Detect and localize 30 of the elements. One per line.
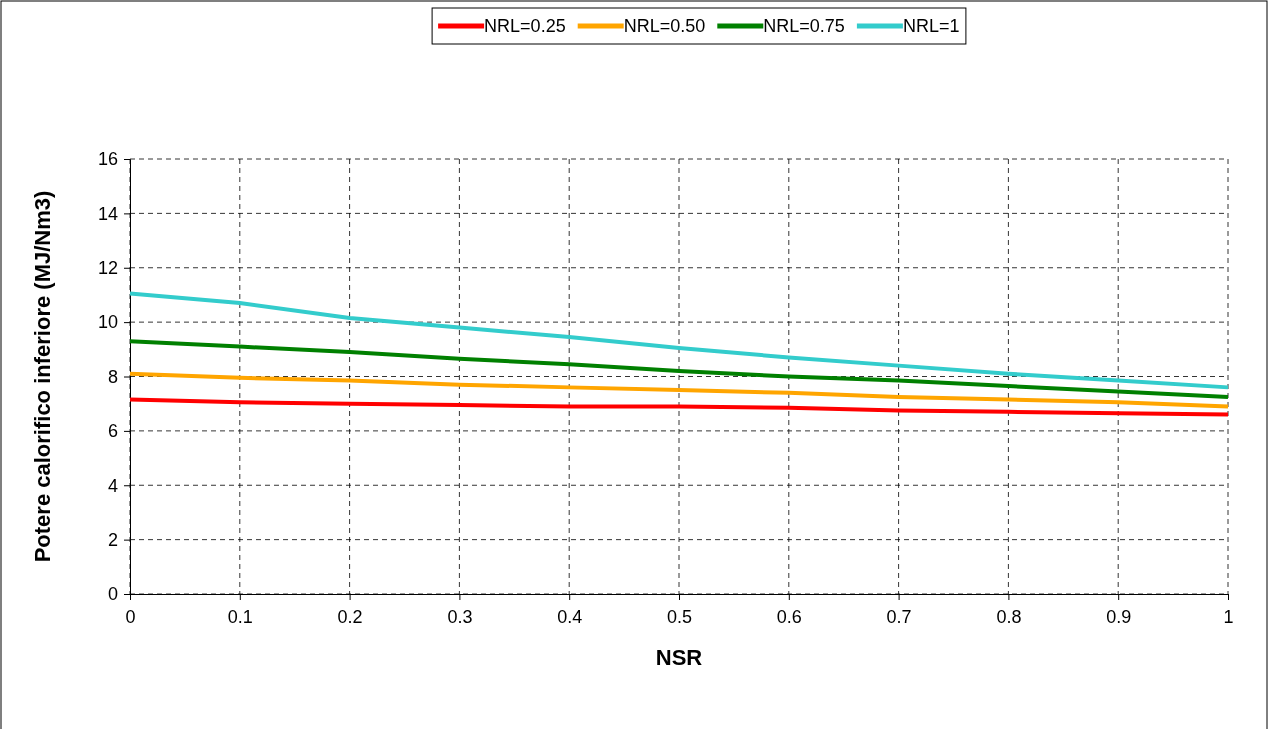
y-tick-label: 2 xyxy=(107,529,118,550)
line-series xyxy=(128,371,1230,409)
x-tick-label: 0.1 xyxy=(227,606,253,627)
legend-label: NRL=0.25 xyxy=(484,16,566,36)
y-axis-title: Potere calorifico inferiore (MJ/Nm3) xyxy=(30,190,55,563)
legend-label: NRL=1 xyxy=(902,16,960,36)
y-tick-label: 8 xyxy=(107,366,118,387)
line-series xyxy=(128,291,1230,390)
x-axis-title: NSR xyxy=(655,645,703,670)
x-tick-label: 0.6 xyxy=(776,606,802,627)
legend-label: NRL=0.50 xyxy=(623,16,706,36)
x-tick-label: 0.9 xyxy=(1106,606,1132,627)
y-tick-label: 14 xyxy=(97,203,118,224)
x-tick-label: 0 xyxy=(125,606,136,627)
x-tick-label: 1 xyxy=(1223,606,1234,627)
y-tick-label: 16 xyxy=(97,149,118,170)
legend-label: NRL=0.75 xyxy=(763,16,845,36)
y-tick-label: 4 xyxy=(107,475,118,496)
x-tick-label: 0.7 xyxy=(886,606,912,627)
x-tick-label: 0.3 xyxy=(447,606,473,627)
x-tick-label: 0.2 xyxy=(337,606,363,627)
y-tick-label: 12 xyxy=(97,258,118,279)
y-tick-label: 10 xyxy=(97,312,118,333)
y-tick-label: 6 xyxy=(107,421,118,442)
line-series xyxy=(128,339,1230,399)
y-tick-label: 0 xyxy=(107,584,118,605)
line-series xyxy=(128,397,1230,417)
x-tick-label: 0.8 xyxy=(996,606,1022,627)
x-tick-label: 0.5 xyxy=(666,606,693,627)
x-tick-label: 0.4 xyxy=(557,606,583,627)
